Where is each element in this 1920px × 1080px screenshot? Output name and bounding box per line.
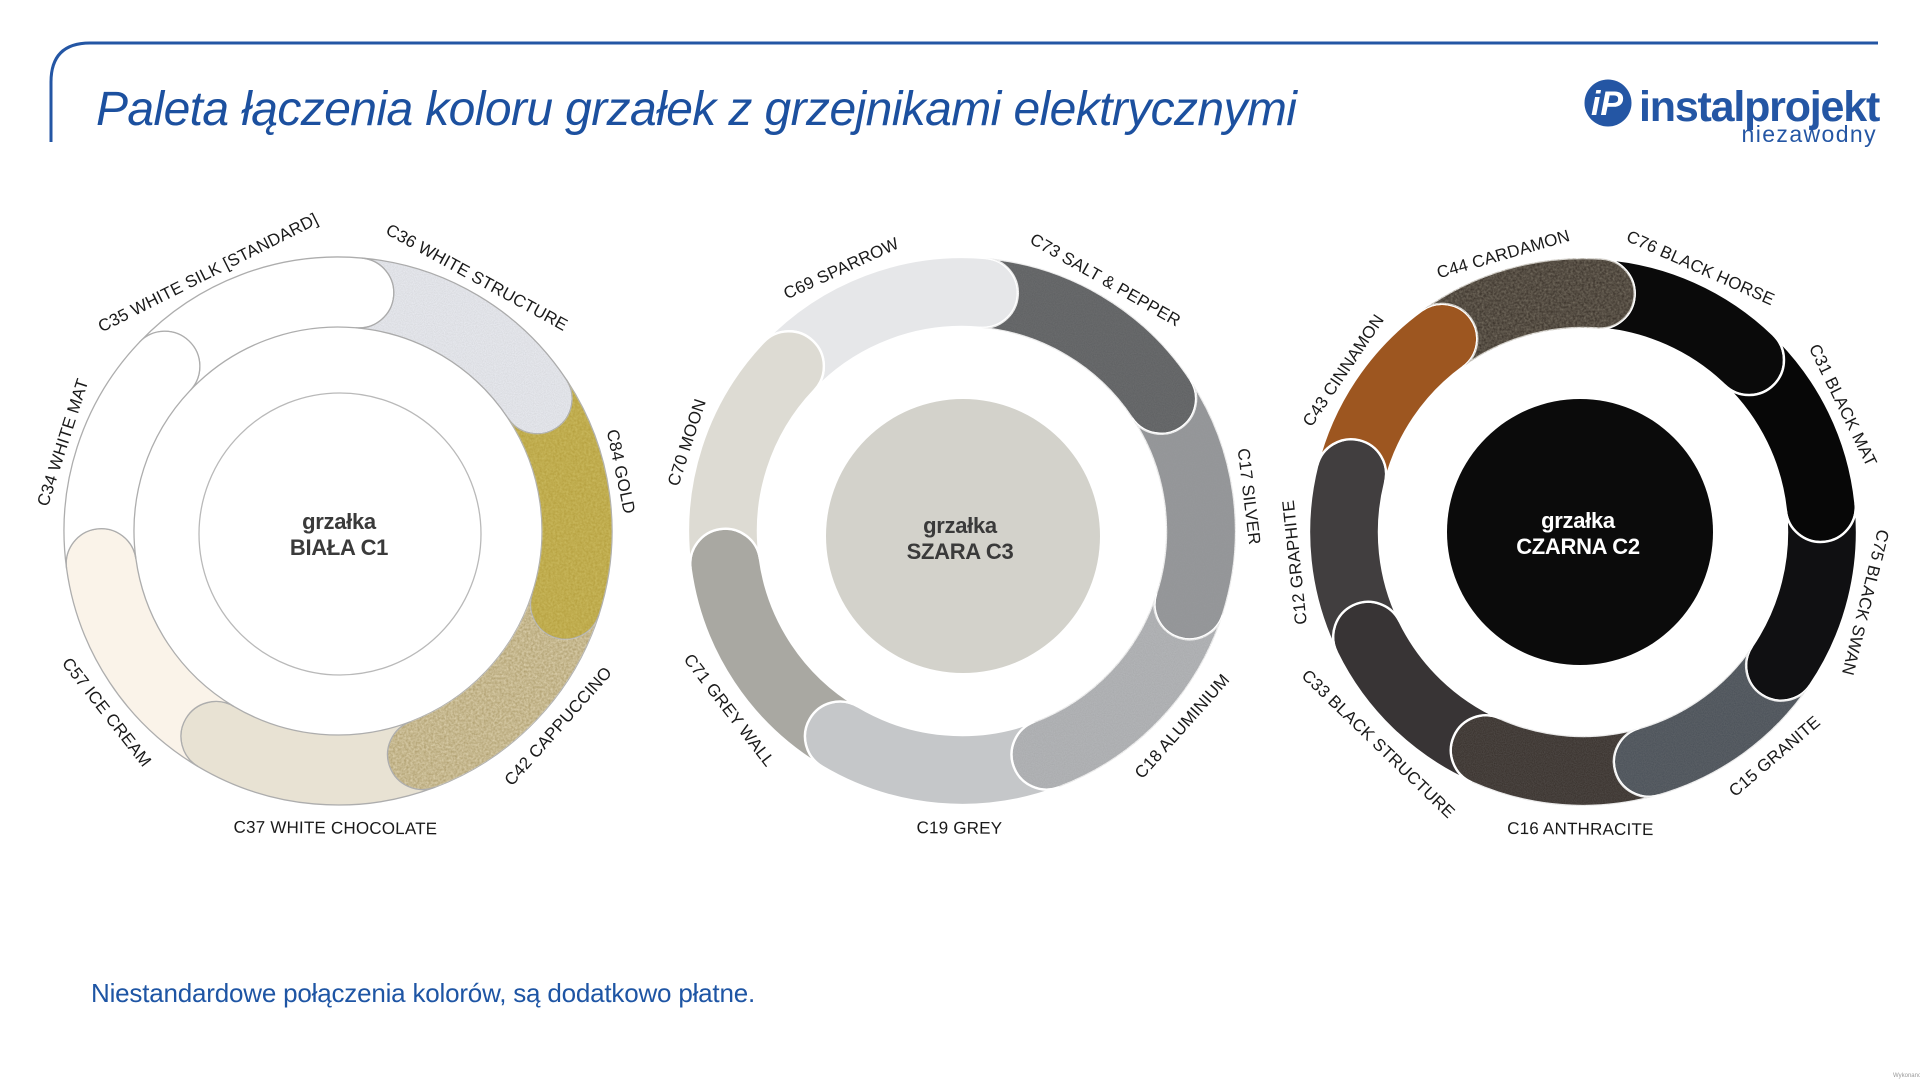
svg-text:grzałka: grzałka xyxy=(302,509,377,534)
svg-text:instalprojekt: instalprojekt xyxy=(1639,83,1880,131)
svg-text:C37 WHITE CHOCOLATE: C37 WHITE CHOCOLATE xyxy=(233,818,437,839)
svg-text:Paleta łączenia koloru grzałek: Paleta łączenia koloru grzałek z grzejni… xyxy=(96,83,1298,136)
svg-text:grzałka: grzałka xyxy=(1541,508,1616,533)
svg-text:C16 ANTHRACITE: C16 ANTHRACITE xyxy=(1507,819,1654,839)
svg-text:SZARA C3: SZARA C3 xyxy=(907,539,1014,564)
svg-text:niezawodny: niezawodny xyxy=(1742,121,1877,147)
svg-text:iP: iP xyxy=(1591,85,1623,123)
svg-text:Niestandardowe połączenia kolo: Niestandardowe połączenia kolorów, są do… xyxy=(91,978,755,1008)
svg-text:BIAŁA C1: BIAŁA C1 xyxy=(290,535,388,560)
svg-text:grzałka: grzałka xyxy=(923,513,998,538)
svg-text:Wykonano I autorski: Wykonano I autorski xyxy=(1893,1073,1920,1079)
svg-text:CZARNA C2: CZARNA C2 xyxy=(1516,534,1640,559)
svg-text:C19 GREY: C19 GREY xyxy=(916,818,1002,838)
